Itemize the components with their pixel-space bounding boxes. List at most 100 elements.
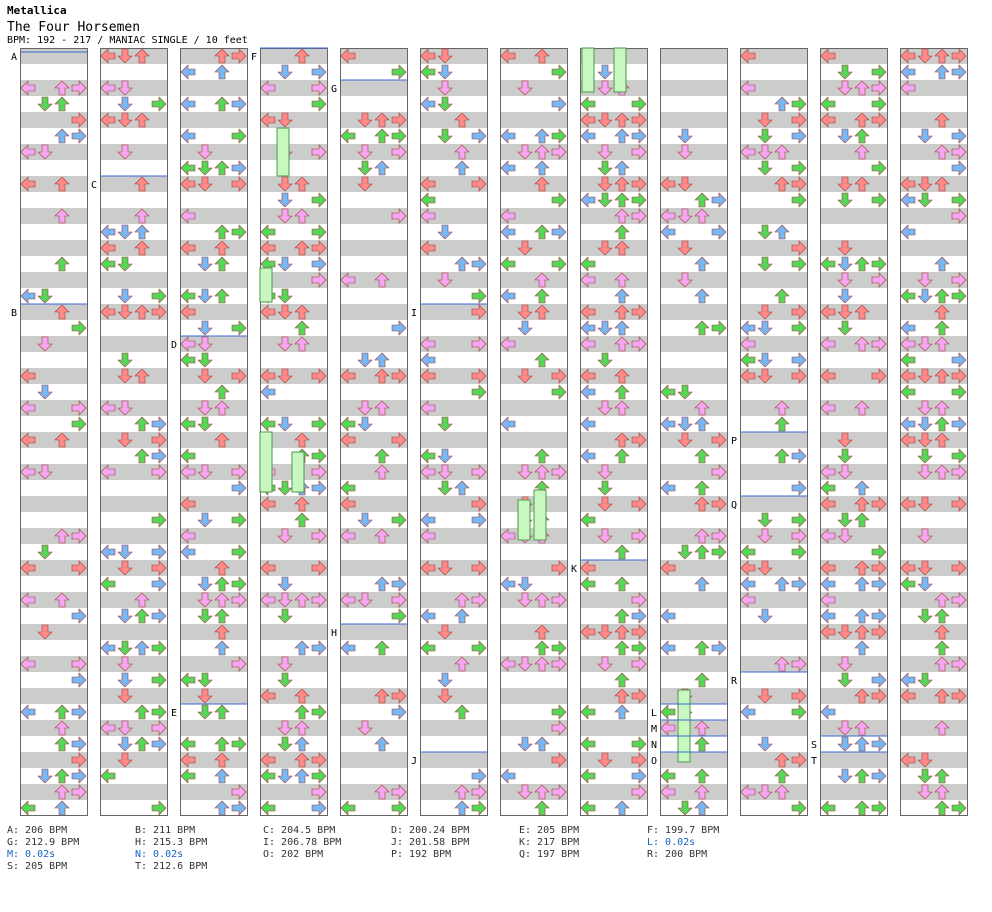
step-arrow — [277, 368, 293, 384]
section-marker-o: O — [651, 756, 657, 767]
step-arrow — [151, 736, 167, 752]
step-arrow — [854, 688, 870, 704]
step-arrow — [677, 272, 693, 288]
step-arrow — [551, 464, 567, 480]
measure-stripe — [180, 48, 248, 64]
step-arrow — [311, 560, 327, 576]
step-arrow — [437, 64, 453, 80]
step-arrow — [420, 64, 436, 80]
step-arrow — [791, 704, 807, 720]
step-arrow — [37, 144, 53, 160]
measure-stripe — [660, 432, 728, 448]
step-arrow — [934, 592, 950, 608]
step-arrow — [214, 592, 230, 608]
step-arrow — [180, 336, 196, 352]
freeze-arrow — [276, 127, 290, 177]
step-arrow — [551, 560, 567, 576]
step-arrow — [37, 384, 53, 400]
measure-stripe — [900, 784, 968, 800]
step-arrow — [277, 656, 293, 672]
step-arrow — [934, 336, 950, 352]
step-arrow — [374, 352, 390, 368]
measure-stripe — [20, 368, 88, 384]
measure-stripe — [820, 752, 888, 768]
step-arrow — [934, 688, 950, 704]
measure-stripe — [20, 80, 88, 96]
step-arrow — [711, 192, 727, 208]
step-arrow — [151, 96, 167, 112]
step-arrow — [294, 736, 310, 752]
measure-stripe — [580, 432, 648, 448]
measure-stripe — [820, 656, 888, 672]
step-arrow — [277, 256, 293, 272]
step-arrow — [37, 768, 53, 784]
step-arrow — [631, 432, 647, 448]
measure-stripe — [500, 208, 568, 224]
measure-stripe — [340, 80, 408, 96]
step-arrow — [197, 144, 213, 160]
measure-stripe — [660, 304, 728, 320]
step-arrow — [134, 640, 150, 656]
measure-stripe — [420, 400, 488, 416]
step-arrow — [917, 496, 933, 512]
step-arrow — [597, 528, 613, 544]
step-arrow — [677, 800, 693, 816]
step-arrow — [854, 128, 870, 144]
step-arrow — [854, 480, 870, 496]
step-arrow — [357, 144, 373, 160]
measure-stripe — [260, 368, 328, 384]
step-arrow — [660, 704, 676, 720]
measure-stripe — [820, 432, 888, 448]
step-arrow — [774, 144, 790, 160]
measure-stripe — [740, 752, 808, 768]
measure-stripe — [180, 784, 248, 800]
step-arrow — [100, 768, 116, 784]
step-arrow — [711, 432, 727, 448]
step-arrow — [151, 304, 167, 320]
step-arrow — [694, 288, 710, 304]
measure-stripe — [820, 240, 888, 256]
measure-stripe — [260, 432, 328, 448]
measure-stripe — [340, 592, 408, 608]
measure-stripe — [340, 752, 408, 768]
measure-stripe — [20, 496, 88, 512]
step-arrow — [871, 80, 887, 96]
step-arrow — [774, 400, 790, 416]
step-arrow — [871, 560, 887, 576]
step-arrow — [231, 592, 247, 608]
step-arrow — [180, 208, 196, 224]
step-arrow — [534, 288, 550, 304]
step-arrow — [231, 128, 247, 144]
step-arrow — [311, 96, 327, 112]
step-arrow — [260, 592, 276, 608]
measure-stripe — [340, 560, 408, 576]
measure-stripe — [580, 144, 648, 160]
step-arrow — [214, 800, 230, 816]
step-arrow — [900, 64, 916, 80]
measure-stripe — [180, 176, 248, 192]
step-arrow — [500, 656, 516, 672]
step-arrow — [151, 608, 167, 624]
step-arrow — [631, 144, 647, 160]
step-arrow — [374, 128, 390, 144]
step-arrow — [631, 96, 647, 112]
step-arrow — [517, 144, 533, 160]
measure-stripe — [180, 592, 248, 608]
step-arrow — [454, 592, 470, 608]
step-arrow — [740, 352, 756, 368]
step-arrow — [791, 448, 807, 464]
step-arrow — [694, 784, 710, 800]
measure-stripe — [580, 560, 648, 576]
step-arrow — [534, 800, 550, 816]
step-arrow — [597, 64, 613, 80]
step-arrow — [820, 256, 836, 272]
step-arrow — [134, 592, 150, 608]
step-arrow — [951, 496, 967, 512]
measure-stripe — [260, 400, 328, 416]
measure-stripe — [100, 784, 168, 800]
measure-stripe — [660, 208, 728, 224]
section-marker-f: F — [251, 52, 257, 63]
step-arrow — [117, 352, 133, 368]
step-arrow — [151, 576, 167, 592]
